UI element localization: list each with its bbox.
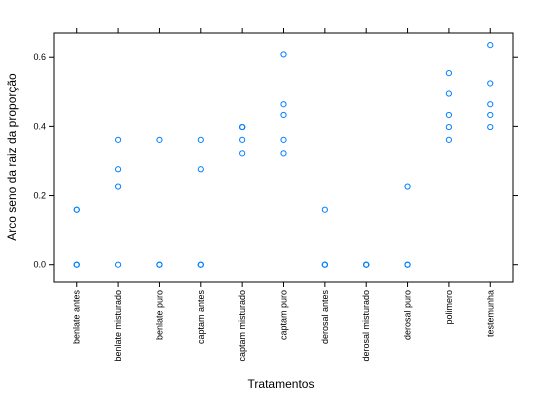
x-axis-title: Tratamentos bbox=[248, 377, 315, 391]
data-point bbox=[445, 123, 453, 131]
data-point bbox=[321, 261, 328, 268]
x-category-label: testemunha bbox=[485, 290, 495, 337]
data-point bbox=[197, 166, 204, 173]
data-point bbox=[280, 101, 287, 108]
data-point bbox=[114, 261, 122, 268]
data-point bbox=[239, 150, 246, 157]
x-category-label: polimero bbox=[444, 290, 454, 325]
x-category-label: captam misturado bbox=[237, 290, 247, 362]
data-point bbox=[280, 111, 287, 119]
data-point bbox=[445, 90, 453, 97]
data-point bbox=[404, 261, 411, 268]
data-point bbox=[73, 206, 80, 213]
y-axis-title: Arco seno da raiz da proporção bbox=[5, 73, 19, 241]
data-point bbox=[156, 136, 163, 143]
y-tick-label: 0.2 bbox=[33, 191, 46, 201]
data-point bbox=[239, 123, 246, 131]
y-tick-label: 0.4 bbox=[33, 121, 46, 131]
y-tick-label: 0.6 bbox=[33, 52, 46, 62]
data-point bbox=[114, 183, 122, 190]
data-point bbox=[487, 123, 494, 131]
plot-frame bbox=[53, 32, 514, 283]
data-point bbox=[280, 136, 287, 143]
x-category-label: derosal puro bbox=[403, 290, 413, 340]
data-point bbox=[487, 80, 494, 87]
x-category-label: captam puro bbox=[279, 290, 289, 340]
x-category-label: benlate puro bbox=[154, 290, 164, 340]
x-axis: benlate antes benlate misturado benlate pu… bbox=[72, 28, 495, 362]
data-point bbox=[363, 261, 370, 268]
data-point bbox=[445, 136, 453, 143]
data-point bbox=[404, 183, 411, 190]
data-point bbox=[73, 261, 80, 268]
data-point bbox=[280, 51, 287, 58]
x-category-label: benlate misturado bbox=[113, 290, 123, 362]
data-point bbox=[197, 136, 204, 143]
data-point bbox=[239, 136, 246, 143]
data-point bbox=[280, 150, 287, 157]
data-point bbox=[156, 261, 163, 268]
data-point bbox=[114, 136, 122, 143]
data-point bbox=[445, 111, 453, 119]
data-point bbox=[197, 261, 204, 268]
data-point bbox=[487, 101, 494, 108]
x-category-label: captam antes bbox=[196, 290, 206, 345]
data-points bbox=[73, 42, 494, 268]
x-category-label: benlate antes bbox=[72, 290, 82, 345]
x-category-label: derosal misturado bbox=[361, 290, 371, 362]
data-point bbox=[487, 42, 494, 49]
y-tick-label: 0.0 bbox=[33, 260, 46, 270]
data-point bbox=[445, 70, 453, 77]
data-point bbox=[487, 111, 494, 119]
data-point bbox=[321, 206, 328, 213]
y-axis: 0.0 0.2 0.4 0.6 bbox=[33, 52, 518, 270]
data-point bbox=[114, 166, 122, 173]
x-category-label: derosal antes bbox=[320, 290, 330, 345]
